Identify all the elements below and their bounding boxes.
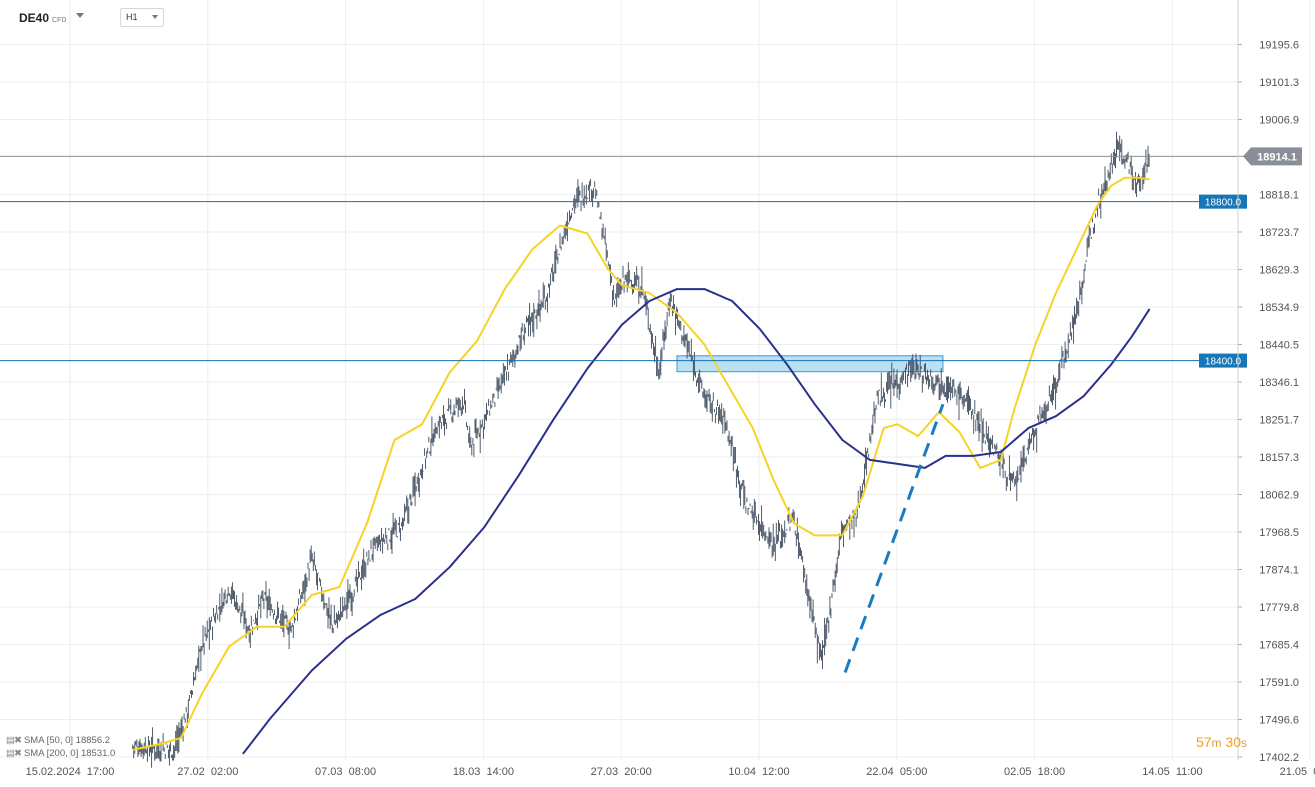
level-badge-label: 18800.0	[1205, 198, 1242, 209]
symbol-type: CFD	[52, 17, 67, 24]
current-price-badge	[1243, 147, 1302, 166]
candle-countdown: 57m 30s	[1196, 734, 1247, 750]
chevron-down-icon	[152, 15, 158, 19]
y-tick-label: 17496.6	[1259, 714, 1299, 726]
x-tick-label: 21.05 00:00	[1280, 766, 1315, 778]
level-badge	[1199, 194, 1247, 209]
y-tick-label: 19006.9	[1259, 114, 1299, 126]
resistance-zone[interactable]	[676, 355, 944, 373]
legend-sma50-label: SMA [50, 0] 18856.2	[23, 735, 111, 746]
level-lines: 18800.0 18400.0 18914.1	[0, 147, 1302, 368]
y-tick-label: 18723.7	[1259, 227, 1299, 239]
y-tick-label: 19195.6	[1259, 40, 1299, 52]
y-tick-label: 17685.4	[1259, 639, 1299, 651]
legend-sma50[interactable]: ▤✖ SMA [50, 0] 18856.2	[6, 735, 110, 746]
legend-sma200[interactable]: ▤✖ SMA [200, 0] 18531.0	[6, 748, 115, 759]
x-tick-label: 22.04 05:00	[866, 766, 927, 778]
x-tick-label: 18.03 14:00	[453, 766, 514, 778]
y-tick-label: 18629.3	[1259, 264, 1299, 276]
moving-averages	[132, 176, 1151, 755]
y-tick-label: 18440.5	[1259, 339, 1299, 351]
settings-close-icon[interactable]: ▤✖	[6, 735, 22, 746]
trendline[interactable]	[843, 403, 945, 673]
current-price-label: 18914.1	[1257, 151, 1297, 163]
chart-toolbar: DE40 CFD H1	[0, 0, 400, 34]
x-tick-label: 07.03 08:00	[315, 766, 376, 778]
y-tick-label: 18346.1	[1259, 377, 1299, 389]
x-tick-label: 27.03 20:00	[591, 766, 652, 778]
timeframe-selector[interactable]: H1	[120, 8, 164, 27]
sma200-line[interactable]	[242, 288, 1151, 755]
y-tick-label: 17591.0	[1259, 677, 1299, 689]
price-candles	[132, 131, 1150, 768]
y-tick-label: 18251.7	[1259, 415, 1299, 427]
timeframe-label: H1	[126, 12, 138, 22]
x-tick-label: 02.05 18:00	[1004, 766, 1065, 778]
countdown-minutes: 57	[1195, 734, 1212, 750]
y-tick-label: 18818.1	[1259, 189, 1299, 201]
y-tick-label: 19101.3	[1259, 77, 1299, 89]
y-tick-label: 18534.9	[1259, 302, 1299, 314]
zone-layer	[676, 355, 944, 373]
grid-lines	[0, 0, 1311, 760]
y-tick-label: 17402.2	[1259, 752, 1299, 764]
x-tick-label: 27.02 02:00	[177, 766, 238, 778]
level-badge	[1199, 353, 1247, 368]
y-tick-label: 17874.1	[1259, 565, 1299, 577]
countdown-minutes-unit: m	[1211, 736, 1222, 750]
sma50-line[interactable]	[132, 176, 1150, 751]
countdown-seconds-unit: s	[1241, 736, 1247, 750]
y-tick-label: 18062.9	[1259, 490, 1299, 502]
level-badge-label: 18400.0	[1205, 357, 1242, 368]
symbol-selector[interactable]: DE40 CFD	[19, 11, 66, 25]
x-tick-label: 15.02.2024 17:00	[26, 766, 115, 778]
chevron-down-icon[interactable]	[76, 13, 84, 18]
trendline-layer	[843, 403, 945, 673]
y-tick-label: 17968.5	[1259, 527, 1299, 539]
x-tick-label: 10.04 12:00	[728, 766, 789, 778]
y-tick-label: 18157.3	[1259, 452, 1299, 464]
settings-close-icon[interactable]: ▤✖	[6, 748, 22, 759]
countdown-seconds: 30	[1225, 734, 1241, 750]
axes: 19195.6 19101.3 19006.9 18818.1 18723.7 18629…	[26, 0, 1315, 778]
legend-sma200-label: SMA [200, 0] 18531.0	[23, 748, 116, 759]
symbol-name: DE40	[19, 11, 50, 25]
x-tick-label: 14.05 11:00	[1142, 766, 1202, 778]
y-tick-label: 17779.8	[1259, 602, 1299, 614]
